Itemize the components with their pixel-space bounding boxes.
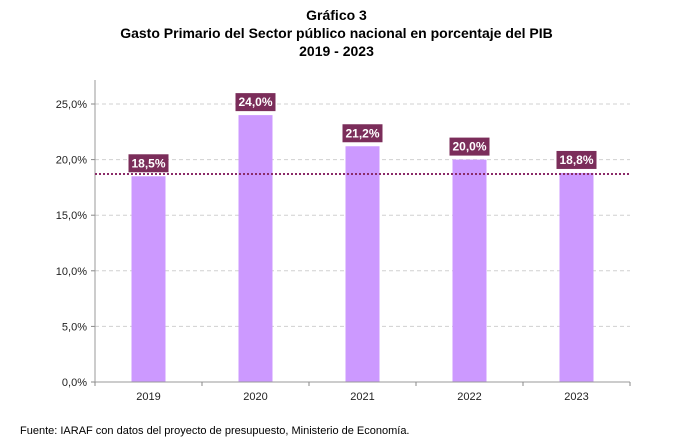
bar-2023 [559,172,594,382]
data-label-2023: 18,8% [559,153,593,167]
data-label-2022: 20,0% [452,140,486,154]
bar-2022 [452,159,487,382]
bar-2019 [131,176,166,382]
x-tick-label: 2019 [136,391,160,403]
x-tick-label: 2023 [564,391,588,403]
bar-2020 [238,115,273,383]
y-tick-label: 10,0% [56,266,87,278]
chart-title: Gasto Primario del Sector público nacion… [120,25,553,41]
chart-period: 2019 - 2023 [299,43,374,59]
x-tick-label: 2021 [350,391,374,403]
y-tick-label: 5,0% [62,321,87,333]
x-tick-label: 2020 [243,391,267,403]
x-tick-label: 2022 [457,391,481,403]
data-label-2019: 18,5% [131,156,165,170]
data-label-box [342,124,383,143]
data-label-box [128,154,169,173]
data-label-box [235,93,276,112]
data-label-2021: 21,2% [345,126,379,140]
y-tick-label: 25,0% [56,99,87,111]
source-note: Fuente: IARAF con datos del proyecto de … [20,425,410,437]
y-tick-label: 0,0% [62,377,87,389]
data-label-box [556,150,597,169]
data-label-2020: 24,0% [238,95,272,109]
y-tick-label: 20,0% [56,155,87,167]
y-tick-label: 15,0% [56,210,87,222]
data-label-box [449,137,490,156]
figure-number: Gráfico 3 [306,7,367,23]
bar-2021 [345,146,380,382]
